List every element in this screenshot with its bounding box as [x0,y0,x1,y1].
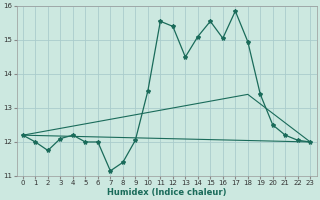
X-axis label: Humidex (Indice chaleur): Humidex (Indice chaleur) [107,188,226,197]
